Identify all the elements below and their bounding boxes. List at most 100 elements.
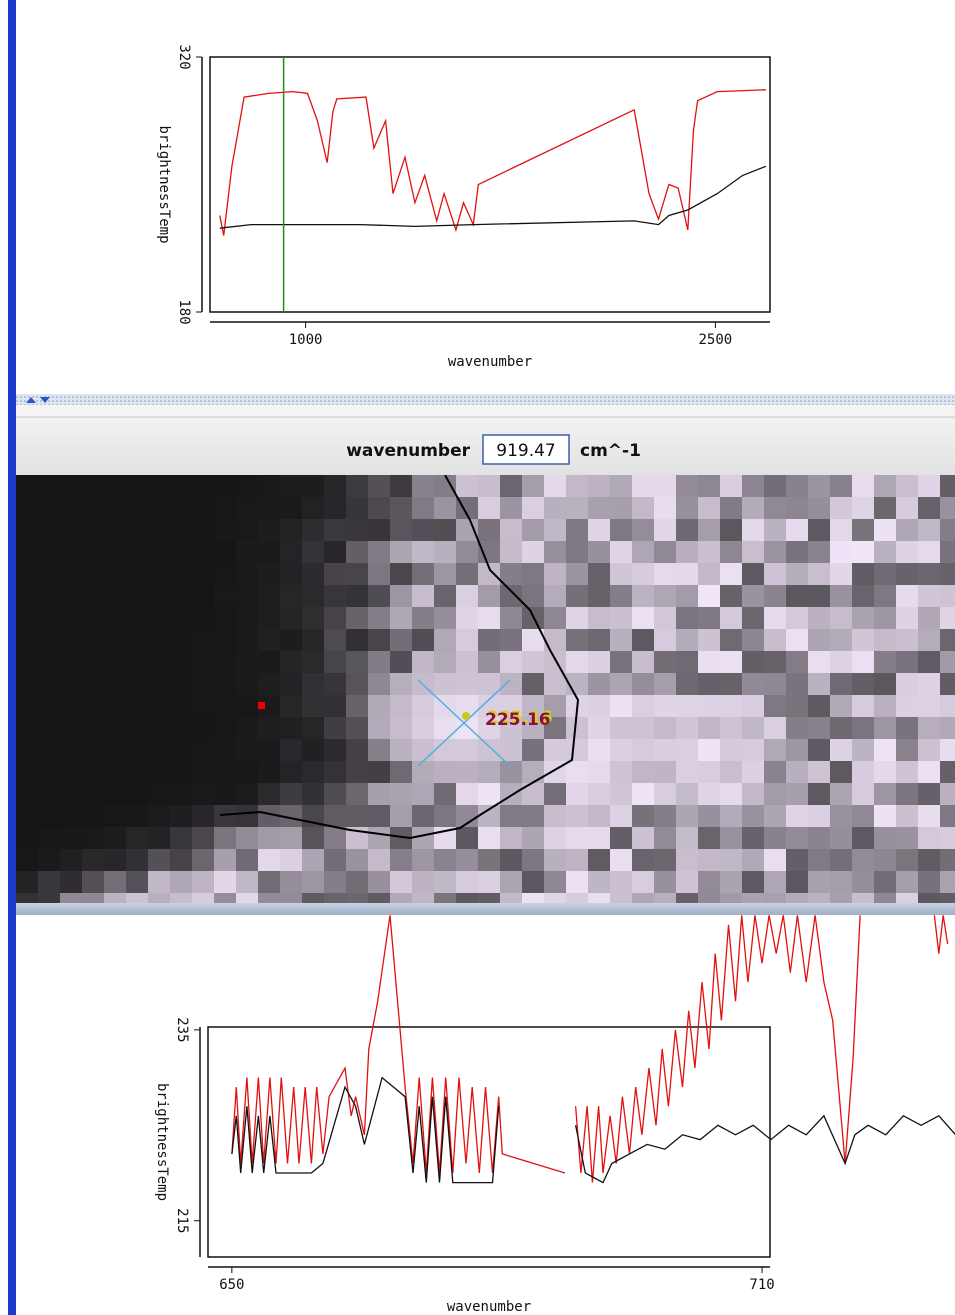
pixel <box>38 871 60 893</box>
pixel <box>324 761 346 783</box>
pixel <box>368 629 390 651</box>
splitter-arrows[interactable] <box>26 397 50 403</box>
y-axis-label: brightnessTemp <box>154 1083 170 1201</box>
pixel <box>786 673 808 695</box>
pixel <box>412 651 434 673</box>
pixel <box>786 629 808 651</box>
pixel <box>918 651 940 673</box>
pixel <box>82 497 104 519</box>
pixel <box>302 761 324 783</box>
pixel <box>786 519 808 541</box>
pixel <box>412 629 434 651</box>
pixel <box>346 761 368 783</box>
pixel <box>302 519 324 541</box>
pixel <box>544 497 566 519</box>
pixel <box>38 805 60 827</box>
pixel <box>676 673 698 695</box>
pixel <box>764 805 786 827</box>
pixel <box>236 849 258 871</box>
pixel <box>588 827 610 849</box>
pixel <box>852 651 874 673</box>
pixel <box>588 783 610 805</box>
pixel <box>258 805 280 827</box>
pixel <box>236 651 258 673</box>
pixel <box>368 497 390 519</box>
pixel <box>16 893 38 905</box>
pixel <box>808 519 830 541</box>
pixel <box>808 761 830 783</box>
pixel <box>170 827 192 849</box>
pixel <box>830 871 852 893</box>
pixel <box>874 475 896 497</box>
pixel <box>566 607 588 629</box>
pixel <box>830 629 852 651</box>
pixel <box>808 717 830 739</box>
pixel <box>126 629 148 651</box>
pixel <box>918 585 940 607</box>
pixel <box>126 783 148 805</box>
pixel <box>654 893 676 905</box>
pixel <box>742 673 764 695</box>
pixel <box>170 849 192 871</box>
pixel <box>852 695 874 717</box>
pixel <box>126 541 148 563</box>
pixel <box>830 519 852 541</box>
pixel <box>764 761 786 783</box>
pixel <box>610 563 632 585</box>
x-tick-label: 710 <box>749 1277 774 1293</box>
splitter[interactable] <box>16 394 955 405</box>
pixel <box>148 629 170 651</box>
pixel <box>830 585 852 607</box>
pixel <box>522 541 544 563</box>
pixel <box>808 805 830 827</box>
pixel <box>720 717 742 739</box>
side-bar <box>8 0 16 1315</box>
pixel <box>786 563 808 585</box>
splitter[interactable] <box>16 903 955 915</box>
pixel <box>16 717 38 739</box>
pixel <box>698 541 720 563</box>
pixel <box>896 827 918 849</box>
pixel <box>632 563 654 585</box>
pixel <box>258 893 280 905</box>
probe-cross <box>417 679 511 767</box>
pixel <box>434 497 456 519</box>
wavenumber-input[interactable] <box>482 434 570 465</box>
pixel <box>478 871 500 893</box>
pixel <box>544 673 566 695</box>
pixel <box>830 563 852 585</box>
pixel <box>82 475 104 497</box>
pixel <box>500 497 522 519</box>
pixel <box>588 739 610 761</box>
pixel <box>38 761 60 783</box>
pixel <box>60 761 82 783</box>
y-tick-label: 215 <box>174 1208 190 1233</box>
pixel <box>764 541 786 563</box>
pixel <box>720 761 742 783</box>
wavenumber-value[interactable]: 919.47 <box>496 441 555 461</box>
pixel <box>60 849 82 871</box>
pixel <box>280 871 302 893</box>
pixel <box>104 497 126 519</box>
pixel <box>698 497 720 519</box>
pixel <box>258 563 280 585</box>
pixel <box>16 585 38 607</box>
pixel <box>566 783 588 805</box>
pixel <box>676 805 698 827</box>
pixel <box>16 519 38 541</box>
pixel <box>302 563 324 585</box>
pixel <box>610 783 632 805</box>
pixel <box>170 607 192 629</box>
pixel <box>610 673 632 695</box>
pixel <box>390 695 412 717</box>
pixel <box>346 805 368 827</box>
pixel <box>126 805 148 827</box>
pixel <box>60 519 82 541</box>
pixel <box>346 519 368 541</box>
pixel <box>82 695 104 717</box>
probe-point <box>462 712 470 720</box>
pixel <box>60 585 82 607</box>
x-axis-label: wavenumber <box>448 354 532 370</box>
pixel <box>720 519 742 541</box>
